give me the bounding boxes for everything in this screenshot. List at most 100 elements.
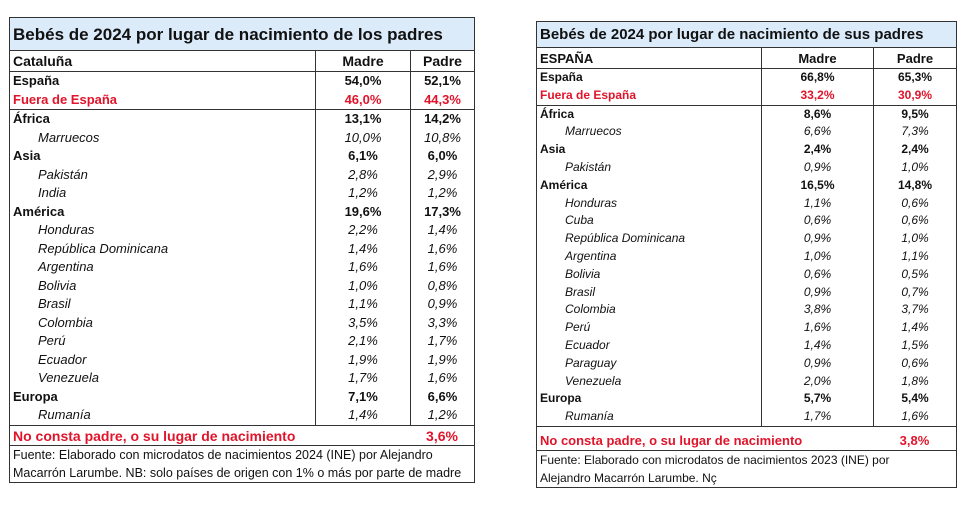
madre-value: 1,7% [761, 408, 873, 426]
country-row: República Dominicana 0,9% 1,0% [537, 230, 956, 248]
row-label: India [38, 185, 67, 200]
madre-value: 1,2% [315, 184, 410, 203]
source-note: Fuente: Elaborado con microdatos de naci… [537, 451, 956, 487]
country-row: India 1,2% 1,2% [10, 184, 474, 203]
row-label: Venezuela [565, 373, 622, 388]
row-label: Colombia [565, 302, 616, 317]
padre-value: 1,5% [873, 336, 956, 355]
top-rows: España 54,0% 52,1% Fuera de España 46,0% 44,3… [10, 72, 474, 110]
padre-value: 0,6% [873, 212, 956, 231]
padre-value: 44,3% [410, 90, 474, 109]
row-label: Rumanía [38, 407, 91, 422]
row-label: España [540, 70, 583, 84]
madre-value: 5,7% [761, 390, 873, 409]
row-label: Marruecos [565, 124, 622, 139]
madre-value: 1,1% [315, 295, 410, 314]
row-label: América [540, 177, 588, 192]
padre-value: 1,6% [410, 369, 474, 388]
row-label: África [540, 106, 575, 121]
source-note: Fuente: Elaborado con microdatos de naci… [10, 446, 474, 482]
source-line: Fuente: Elaborado con microdatos de naci… [540, 452, 890, 467]
madre-header: Madre [315, 51, 410, 71]
padre-value: 1,6% [410, 258, 474, 277]
row-label: Honduras [565, 195, 618, 210]
madre-header: Madre [761, 48, 873, 68]
padre-value: 14,8% [873, 176, 956, 195]
table-title: Bebés de 2024 por lugar de nacimiento de… [537, 22, 956, 48]
madre-value: 3,5% [315, 313, 410, 332]
madre-value: 1,0% [761, 247, 873, 266]
padre-value: 6,0% [410, 147, 474, 166]
country-row: Colombia 3,8% 3,7% [537, 301, 956, 320]
continent-row: Europa 7,1% 6,6% [10, 387, 474, 406]
country-row: Venezuela 2,0% 1,8% [537, 372, 956, 391]
madre-value: 46,0% [315, 90, 410, 109]
row-label: Asia [540, 142, 566, 157]
continent-row: América 16,5% 14,8% [537, 176, 956, 195]
no-consta-value: 3,6% [426, 427, 458, 444]
row-label: Ecuador [38, 351, 87, 367]
country-row: Cuba 0,6% 0,6% [537, 212, 956, 231]
region-header: ESPAÑA [540, 51, 594, 66]
padre-value: 0,5% [873, 265, 956, 284]
padre-value: 0,6% [873, 194, 956, 213]
row-label: Cuba [565, 213, 594, 228]
padre-value: 1,4% [873, 319, 956, 337]
country-row: Marruecos 6,6% 7,3% [537, 123, 956, 142]
country-row: Perú 1,6% 1,4% [537, 319, 956, 337]
row-label: Asia [13, 148, 41, 163]
country-row: Bolivia 1,0% 0,8% [10, 276, 474, 295]
padre-value: 1,2% [410, 184, 474, 203]
madre-value: 2,2% [315, 221, 410, 240]
row-label: Argentina [565, 248, 617, 263]
country-row: Ecuador 1,4% 1,5% [537, 336, 956, 355]
detail-rows: África 8,6% 9,5% Marruecos 6,6% 7,3% Asia 2,4% 2… [537, 105, 956, 427]
padre-value: 1,2% [410, 406, 474, 425]
padre-value: 1,6% [410, 239, 474, 258]
continent-row: África 13,1% 14,2% [10, 110, 474, 129]
summary-row: España 54,0% 52,1% [10, 72, 474, 91]
row-label: Europa [13, 388, 58, 404]
padre-value: 5,4% [873, 390, 956, 409]
row-label: Europa [540, 391, 582, 406]
top-rows: España 66,8% 65,3% Fuera de España 33,2% 30,9… [537, 69, 956, 106]
padre-value: 3,7% [873, 301, 956, 320]
row-label: Bolivia [38, 277, 77, 293]
table-title: Bebés de 2024 por lugar de nacimiento de… [10, 18, 474, 51]
summary-row: Fuera de España 33,2% 30,9% [537, 86, 956, 105]
country-row: Argentina 1,6% 1,6% [10, 258, 474, 277]
padre-value: 3,3% [410, 313, 474, 332]
padre-value: 9,5% [873, 105, 956, 124]
row-label: América [13, 203, 65, 219]
padre-value: 1,8% [873, 372, 956, 391]
madre-value: 54,0% [315, 72, 410, 91]
padre-value: 1,9% [410, 350, 474, 369]
country-row: República Dominicana 1,4% 1,6% [10, 239, 474, 258]
row-label: Pakistán [38, 166, 88, 182]
continent-row: África 8,6% 9,5% [537, 105, 956, 124]
no-consta-row: No consta padre, o su lugar de nacimient… [10, 426, 474, 446]
no-consta-row: No consta padre, o su lugar de nacimient… [537, 427, 956, 451]
row-label: África [13, 111, 50, 126]
padre-value: 10,8% [410, 128, 474, 147]
row-label: Perú [565, 320, 591, 335]
padre-value: 1,6% [873, 408, 956, 426]
padre-value: 17,3% [410, 202, 474, 221]
row-label: España [13, 73, 60, 88]
madre-value: 2,4% [761, 141, 873, 159]
madre-value: 1,4% [315, 406, 410, 425]
madre-value: 0,9% [761, 354, 873, 373]
padre-value: 6,6% [410, 387, 474, 406]
row-label: Fuera de España [13, 91, 118, 107]
madre-value: 2,1% [315, 332, 410, 351]
padre-value: 14,2% [410, 110, 474, 129]
padre-value: 0,7% [873, 283, 956, 302]
summary-row: Fuera de España 46,0% 44,3% [10, 90, 474, 109]
row-label: Colombia [38, 314, 93, 330]
country-row: Paraguay 0,9% 0,6% [537, 354, 956, 373]
madre-value: 13,1% [315, 110, 410, 129]
madre-value: 0,9% [761, 230, 873, 248]
madre-value: 0,9% [761, 158, 873, 177]
madre-value: 1,6% [315, 258, 410, 277]
summary-row: España 66,8% 65,3% [537, 69, 956, 87]
